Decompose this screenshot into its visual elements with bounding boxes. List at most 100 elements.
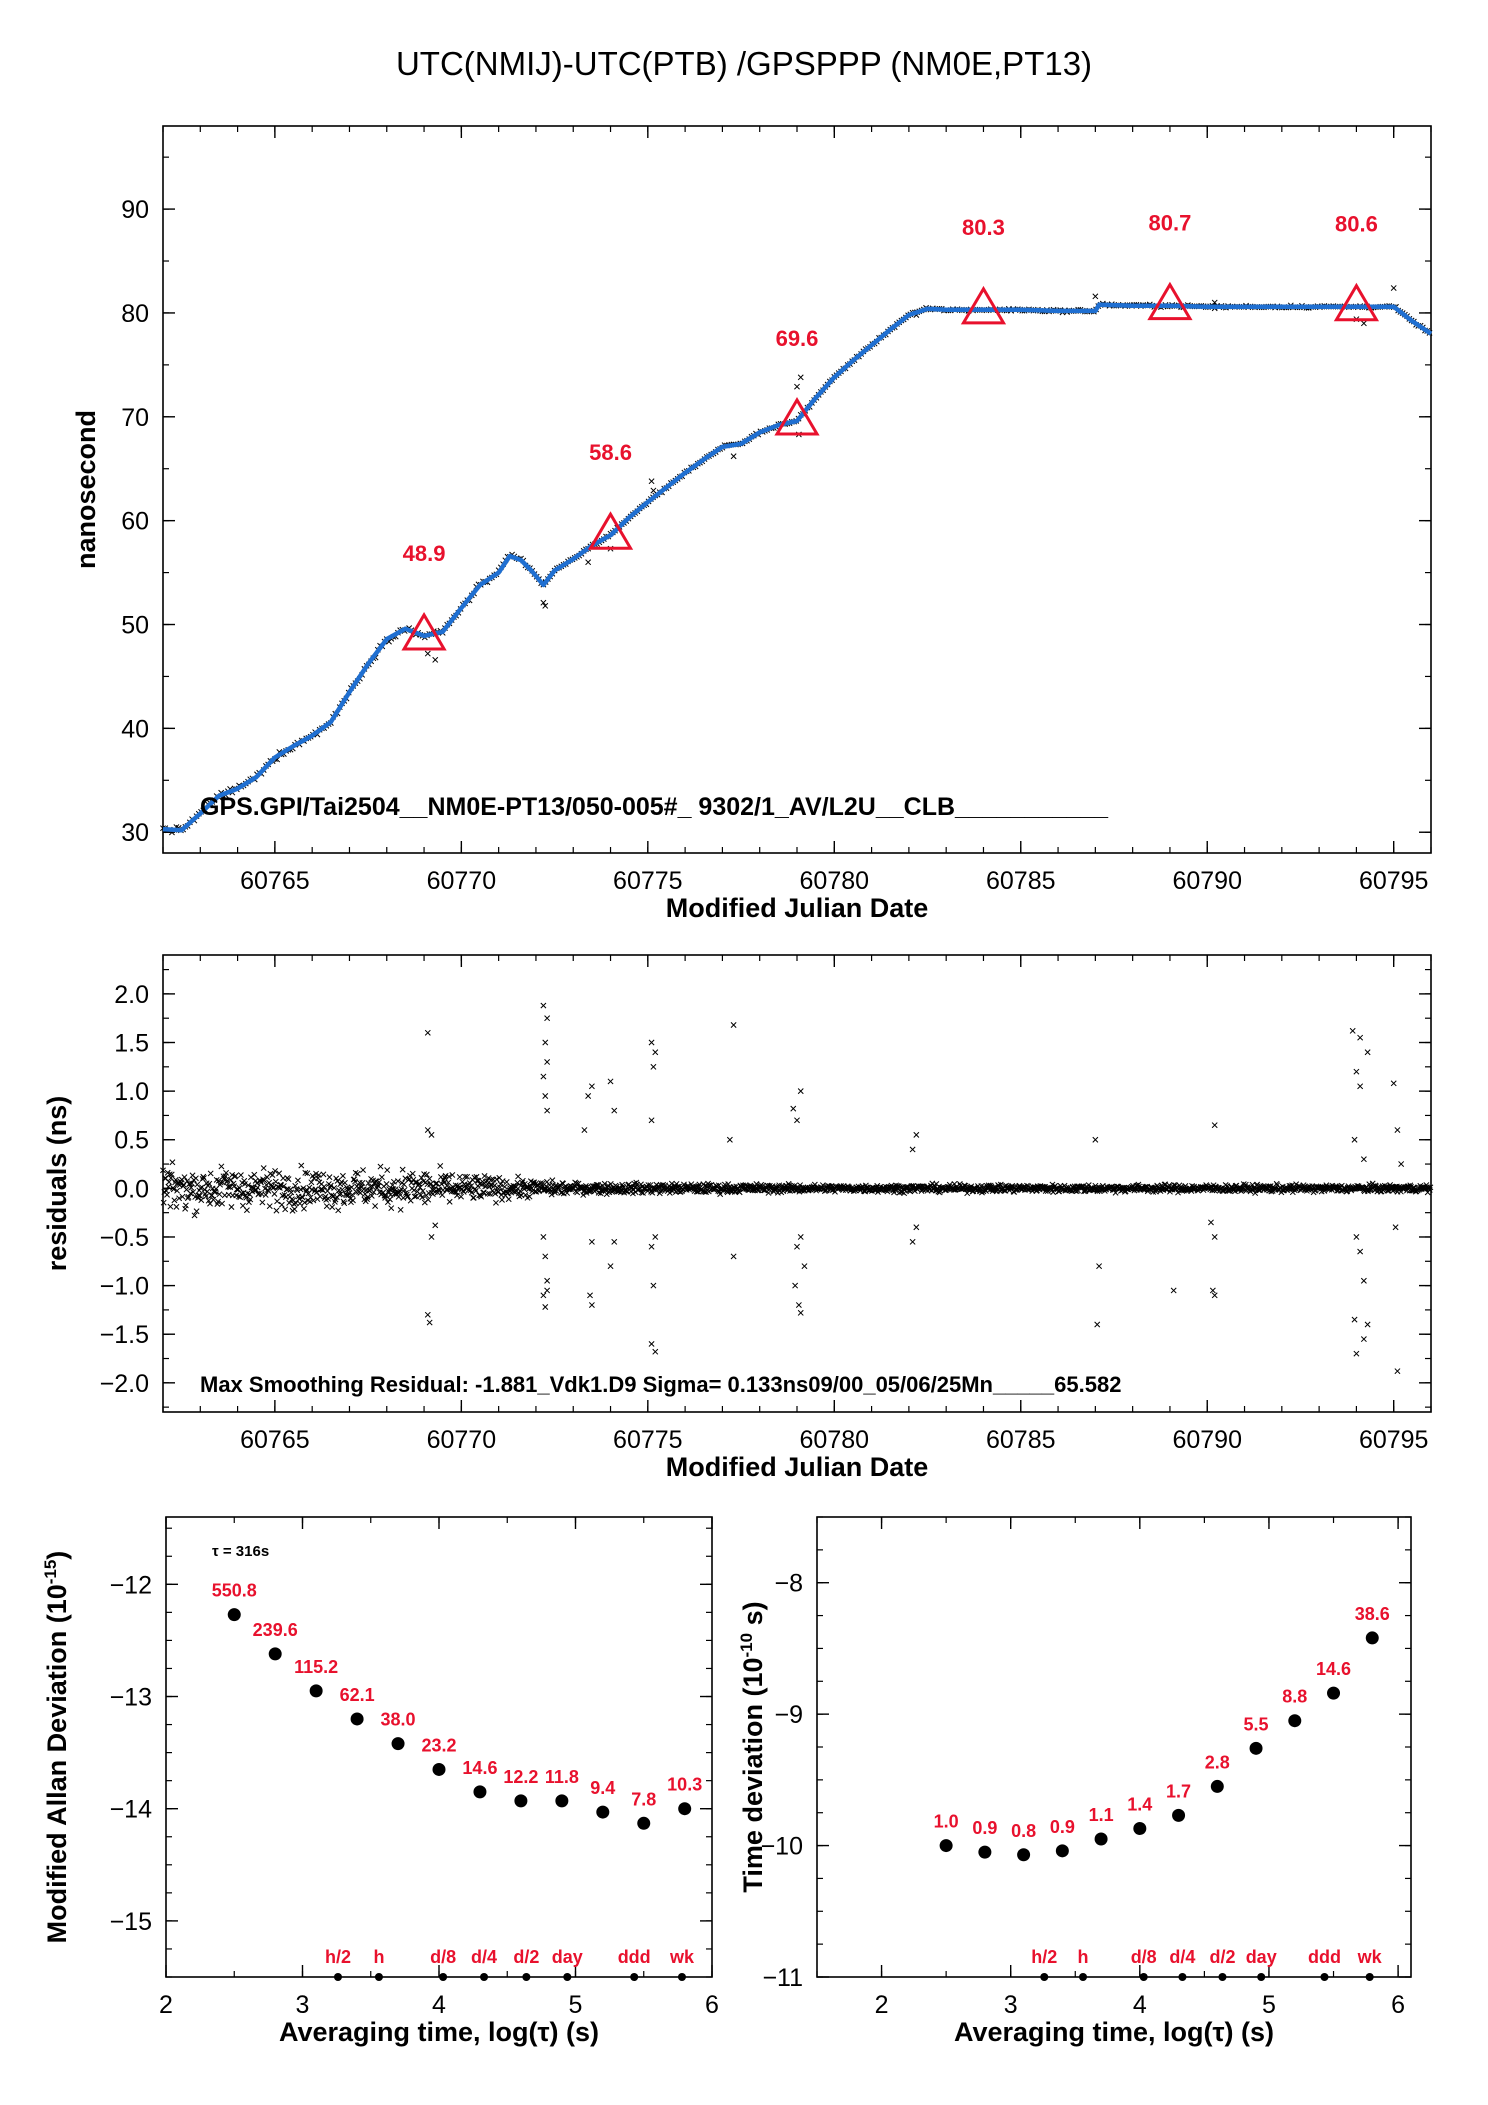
residual-point — [320, 1171, 327, 1178]
residual-point — [876, 1186, 883, 1193]
residual-point — [302, 1169, 309, 1176]
residual-point — [411, 1193, 418, 1200]
deviation-point — [1288, 1714, 1302, 1728]
residual-point — [403, 1189, 409, 1196]
deviation-point — [391, 1737, 405, 1751]
residual-point — [397, 1206, 404, 1213]
point-label: 1.1 — [1089, 1805, 1114, 1825]
residual-point — [354, 1170, 361, 1177]
residual-point — [337, 1190, 344, 1197]
deviation-point — [596, 1805, 610, 1819]
residual-point — [446, 1198, 453, 1205]
outlier-point — [909, 1146, 916, 1153]
outlier-point — [1392, 1224, 1399, 1231]
residual-point — [265, 1187, 272, 1194]
point-label: 14.6 — [1316, 1659, 1351, 1679]
outlier-point — [542, 1039, 549, 1046]
residual-point — [254, 1184, 261, 1191]
outlier-point — [544, 1287, 551, 1294]
y-tick-label: −0.5 — [100, 1224, 149, 1252]
time-mark-dot — [1218, 1973, 1227, 1981]
outlier-point — [587, 1292, 593, 1299]
residual-point — [247, 1174, 254, 1181]
x-axis-label: Modified Julian Date — [666, 1452, 929, 1482]
outlier-point — [1208, 1219, 1214, 1226]
residual-point — [548, 1191, 555, 1198]
y-axis-label-end: ) — [42, 1551, 72, 1560]
x-tick-label: 60775 — [613, 867, 683, 895]
deviation-point — [637, 1816, 651, 1830]
residual-point — [352, 1178, 358, 1185]
residual-point — [262, 1192, 269, 1198]
residual-point — [276, 1170, 283, 1177]
y-axis-label-text: Time deviation (10 — [738, 1658, 768, 1893]
residual-point — [215, 1198, 221, 1205]
plot-annotation: GPS.GPI/Tai2504__NM0E-PT13/050-005#_ 930… — [200, 793, 1109, 821]
residual-point — [387, 1191, 394, 1198]
residual-point — [245, 1182, 252, 1189]
residual-point — [456, 1184, 462, 1191]
y-axis-label: Time deviation (10-10 s) — [737, 1601, 768, 1892]
outlier-point — [540, 1002, 547, 1009]
residual-point — [166, 1171, 173, 1178]
residual-point — [228, 1204, 235, 1210]
outlier-point — [648, 1039, 655, 1046]
residual-point — [188, 1180, 195, 1187]
time-mark-label: d/2 — [1209, 1947, 1235, 1967]
residual-point — [736, 1189, 743, 1196]
x-tick-label: 60770 — [427, 867, 497, 895]
residual-point — [168, 1171, 175, 1178]
residual-point — [298, 1162, 305, 1169]
time-mark-label: h — [1078, 1947, 1089, 1967]
residual-point — [378, 1174, 385, 1181]
outlier-point — [432, 1222, 439, 1229]
time-mark-label: d/8 — [430, 1947, 456, 1967]
residual-point — [360, 1167, 366, 1173]
residual-point — [460, 1188, 467, 1195]
time-mark-label: wk — [669, 1947, 695, 1967]
residual-point — [167, 1203, 174, 1210]
deviation-point — [555, 1794, 569, 1808]
residual-point — [327, 1182, 334, 1189]
residual-point — [288, 1189, 295, 1196]
outlier-point — [1096, 1263, 1103, 1270]
residual-point — [292, 1182, 299, 1189]
residual-point — [668, 1180, 675, 1187]
outlier-point — [792, 1282, 799, 1289]
residual-point — [219, 1200, 226, 1207]
y-tick-label: −10 — [761, 1833, 803, 1861]
residual-point — [522, 1191, 529, 1198]
outlier-point — [1092, 293, 1099, 300]
x-tick-label: 6 — [1391, 1991, 1405, 2019]
outlier-point — [428, 1234, 435, 1240]
residual-point — [301, 1199, 308, 1206]
outlier-point — [1211, 1234, 1218, 1240]
residual-point — [401, 1186, 408, 1193]
residual-point — [166, 1179, 172, 1186]
outlier-point — [726, 1136, 733, 1143]
x-tick-label: 60775 — [613, 1426, 683, 1454]
time-mark-dot — [1257, 1973, 1266, 1981]
residual-point — [266, 1203, 273, 1210]
outlier-point — [1390, 1080, 1397, 1087]
residual-point — [613, 1183, 620, 1190]
time-mark-dot — [1365, 1973, 1374, 1981]
point-label: 0.8 — [1011, 1821, 1036, 1841]
y-axis-label-text: Modified Allan Deviation (10 — [42, 1584, 72, 1943]
residual-point — [390, 1186, 397, 1193]
time-mark-label: ddd — [618, 1947, 651, 1967]
time-mark-label: h/2 — [325, 1947, 351, 1967]
deviation-point — [1172, 1808, 1186, 1822]
outlier-point — [1360, 1156, 1367, 1163]
residual-point — [468, 1183, 475, 1190]
residual-point — [299, 1194, 306, 1201]
y-tick-label: −2.0 — [100, 1370, 149, 1398]
outlier-point — [424, 1029, 431, 1036]
deviation-point — [1055, 1844, 1069, 1858]
residual-point — [470, 1194, 477, 1201]
residual-point — [339, 1186, 346, 1193]
residual-point — [359, 1180, 366, 1186]
residual-point — [505, 1196, 512, 1203]
x-tick-label: 5 — [1262, 1991, 1276, 2019]
